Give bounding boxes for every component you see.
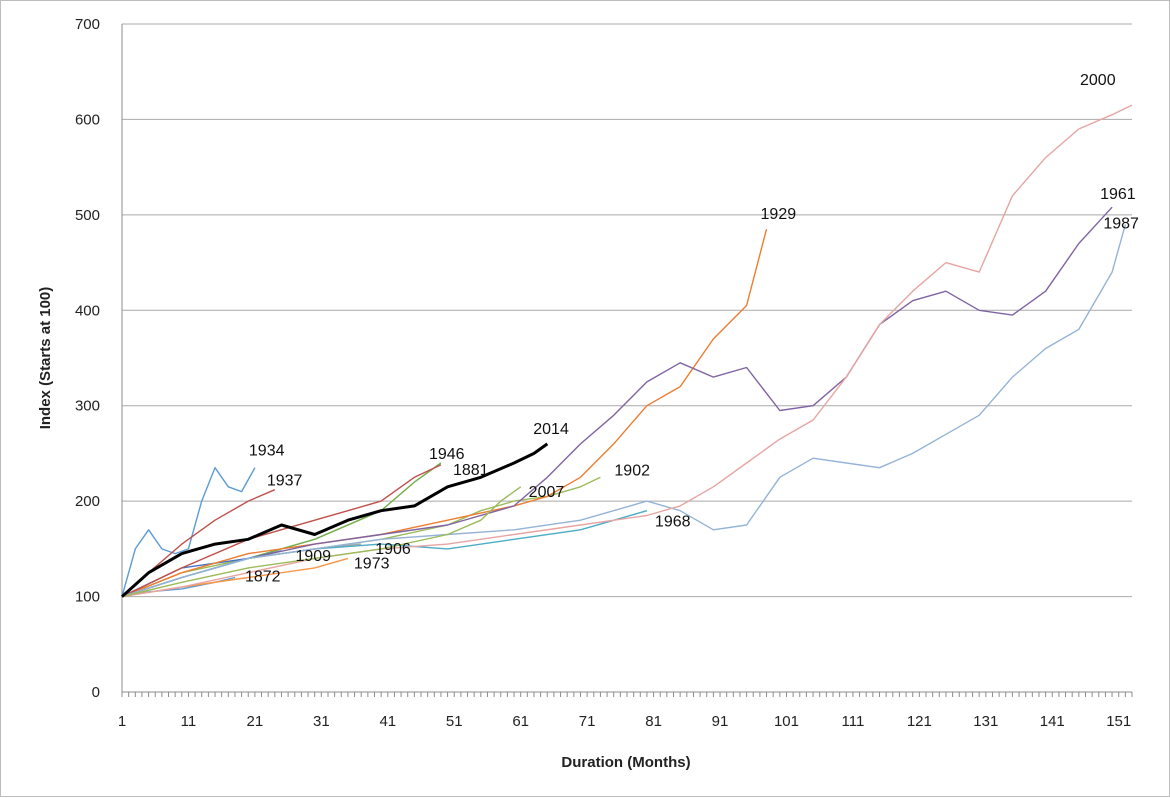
y-tick-label: 500: [75, 207, 100, 224]
series-label-1946: 1946: [429, 446, 465, 463]
series-label-1987: 1987: [1103, 215, 1139, 232]
series-lines: [120, 104, 1133, 598]
series-label-1902: 1902: [614, 462, 650, 479]
x-tick-label: 121: [907, 713, 932, 730]
y-tick-label: 600: [75, 111, 100, 128]
y-tick-label: 700: [75, 16, 100, 33]
x-tick-label: 81: [645, 713, 662, 730]
series-label-1929: 1929: [761, 206, 797, 223]
x-tick-label: 1: [118, 713, 126, 730]
y-tick-label: 400: [75, 302, 100, 319]
series-line-1961: [121, 206, 1113, 598]
series-line-1929: [121, 229, 768, 598]
series-line-1946: [121, 464, 442, 598]
series-label-2000: 2000: [1080, 72, 1116, 89]
y-tick-label: 200: [75, 493, 100, 510]
series-line-2014: [120, 442, 549, 598]
series-label-1968: 1968: [655, 514, 691, 531]
series-label-1909: 1909: [295, 548, 331, 565]
x-tick-label: 101: [774, 713, 799, 730]
x-tick-label: 41: [379, 713, 396, 730]
x-tick-label: 111: [842, 713, 865, 730]
series-label-1961: 1961: [1100, 186, 1136, 203]
series-line-1987: [121, 224, 1127, 598]
y-tick-label: 100: [75, 589, 100, 606]
series-label-2014: 2014: [533, 421, 569, 438]
y-axis-title: Index (Starts at 100): [37, 287, 54, 430]
x-tick-label: 51: [446, 713, 463, 730]
x-tick-label: 71: [579, 713, 596, 730]
series-line-2007: [121, 486, 522, 598]
x-tick-label: 141: [1040, 713, 1065, 730]
x-tick-label: 151: [1106, 713, 1131, 730]
x-tick-label: 131: [973, 713, 998, 730]
x-tick-label: 21: [247, 713, 264, 730]
x-tick-label: 61: [512, 713, 529, 730]
series-label-1973: 1973: [354, 555, 390, 572]
series-label-1906: 1906: [375, 541, 411, 558]
series-label-1872: 1872: [245, 568, 281, 585]
x-tick-label: 91: [712, 713, 729, 730]
x-tick-label: 11: [181, 713, 197, 730]
series-label-2007: 2007: [529, 484, 565, 501]
x-axis-title: Duration (Months): [561, 754, 690, 771]
y-tick-label: 300: [75, 398, 100, 415]
series-labels: 1872 1881 1902 1906 1909 1929 1934 1937 1946 1961…: [245, 72, 1139, 585]
series-label-1881: 1881: [453, 462, 489, 479]
y-tick-label: 0: [92, 684, 100, 701]
x-tick-label: 31: [313, 713, 330, 730]
series-label-1937: 1937: [267, 473, 303, 490]
series-line-2000: [121, 104, 1133, 598]
grid-lines: [122, 23, 1132, 598]
series-line-1934: [121, 467, 256, 597]
series-label-1934: 1934: [249, 443, 285, 460]
